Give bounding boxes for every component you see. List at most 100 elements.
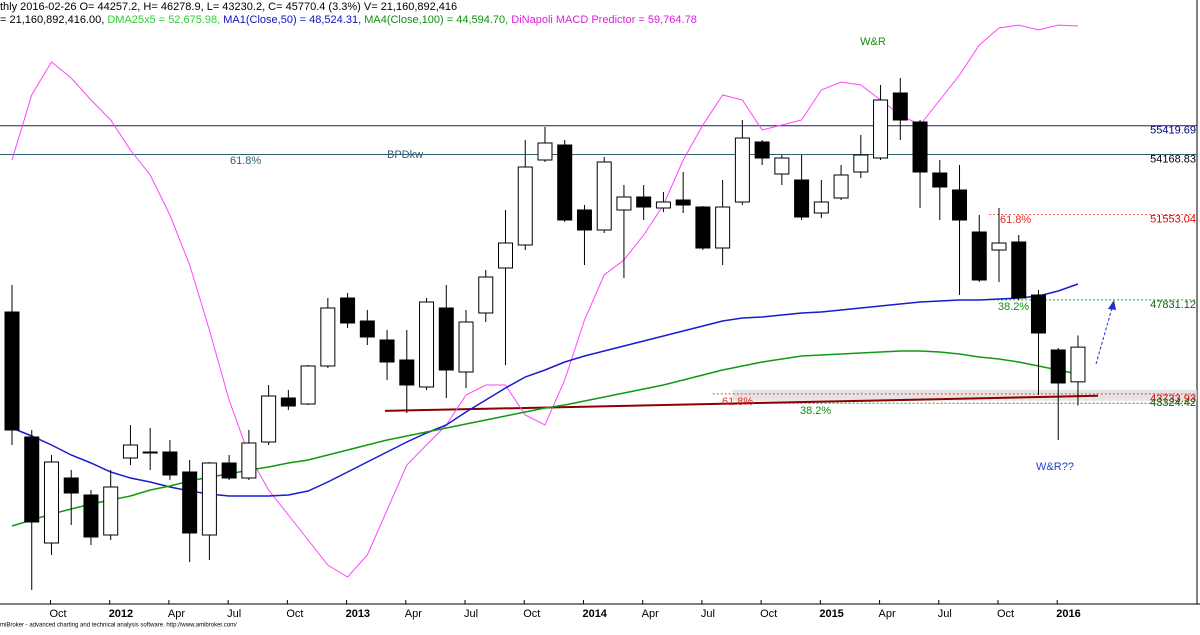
x-tick-label: Apr (168, 608, 185, 620)
candle-body (103, 486, 119, 536)
candle-body (715, 206, 731, 249)
header: thly 2016-02-26 O= 44257.2, H= 46278.9, … (0, 1, 457, 13)
candle-body (419, 301, 435, 388)
candle-body (458, 321, 474, 373)
candle-body (182, 471, 198, 534)
candle-body (83, 494, 99, 538)
x-tick-label: 2016 (1056, 608, 1080, 620)
x-tick-label: Jul (227, 608, 241, 620)
candle-body (478, 276, 494, 314)
candle-body (261, 395, 277, 443)
level-label: 51553.04 (1150, 213, 1196, 225)
candle-body (438, 307, 454, 371)
x-tick-label: Apr (642, 608, 659, 620)
legend-entry: = 21,160,892,416.00, (0, 14, 107, 26)
legend-entry: DMA25x5 = 52,675.98, (107, 14, 223, 26)
candle-body (1070, 346, 1086, 383)
candle-body (971, 231, 987, 281)
candle-body (932, 172, 948, 188)
level-label: 43733.93 (1150, 393, 1196, 405)
candle-body (616, 196, 632, 211)
candle-body (675, 199, 691, 206)
candle-body (1030, 294, 1046, 334)
candle-body (695, 206, 711, 249)
legend: = 21,160,892,416.00, DMA25x5 = 52,675.98… (0, 14, 697, 26)
x-tick-label: Oct (523, 608, 540, 620)
x-tick-label: Jul (464, 608, 478, 620)
annotation: BPDkw (387, 149, 423, 161)
x-tick-label: Oct (286, 608, 303, 620)
candle-body (912, 121, 928, 173)
x-tick-label: Apr (879, 608, 896, 620)
candle-body (873, 99, 889, 159)
candle-body (24, 436, 40, 523)
candle-body (892, 92, 908, 121)
annotation: 61.8% (230, 155, 261, 167)
legend-entry: DiNapoli MACD Predictor = 59,764.78 (511, 14, 697, 26)
candle-body (754, 141, 770, 159)
candle-body (576, 209, 592, 231)
candle-body (241, 442, 257, 479)
candle-body (142, 451, 158, 454)
x-tick-label: Oct (760, 608, 777, 620)
support-band (732, 389, 1197, 401)
x-tick-label: Oct (49, 608, 66, 620)
candle-body (399, 359, 415, 386)
candle-body (498, 242, 513, 269)
footer: miBroker - advanced charting and technic… (0, 623, 237, 629)
candle-body (991, 242, 1007, 251)
candle-body (379, 339, 395, 363)
x-tick-label: Jul (938, 608, 952, 620)
candle-body (43, 461, 59, 544)
candle-body (636, 196, 652, 208)
candle-body (557, 144, 573, 221)
candle-body (655, 201, 671, 209)
x-tick-label: 2013 (346, 608, 370, 620)
legend-entry: MA4(Close,100) = 44,594.70, (364, 14, 511, 26)
candle-body (952, 189, 968, 221)
candle-body (162, 451, 178, 476)
candle-body (774, 157, 790, 175)
annotation: 38.2% (800, 405, 831, 417)
annotation: 61.8% (1000, 214, 1031, 226)
x-tick-label: 2014 (582, 608, 607, 620)
candle-body (4, 311, 20, 431)
annotation: 38.2% (998, 301, 1029, 313)
candle-body (794, 179, 810, 218)
x-tick-label: Apr (405, 608, 422, 620)
candle-body (596, 161, 612, 231)
candle-body (63, 477, 79, 494)
candle-body (122, 444, 138, 459)
candle-body (813, 201, 829, 214)
legend-entry: MA1(Close,50) = 48,524.31, (223, 14, 364, 26)
level-label: 54168.83 (1150, 153, 1196, 165)
annotation: W&R (860, 36, 886, 48)
candle-body (201, 462, 217, 536)
x-tick-label: Jul (701, 608, 715, 620)
candle-body (734, 137, 750, 203)
candle-body (833, 174, 849, 199)
candle-body (320, 307, 336, 367)
x-tick-label: 2012 (109, 608, 133, 620)
candle-body (221, 462, 237, 479)
x-tick-label: 2015 (819, 608, 843, 620)
trend-line (384, 394, 1099, 412)
annotation: W&R?? (1036, 461, 1074, 473)
candle-body (517, 166, 533, 246)
candle-body (1050, 349, 1066, 384)
candle-body (340, 297, 356, 324)
arrow-head (1108, 300, 1116, 310)
candle-body (537, 142, 553, 161)
annotation: 61.8% (722, 396, 753, 408)
level-label: 47831.12 (1150, 299, 1196, 311)
candle-body (359, 320, 375, 338)
candle-body (1011, 241, 1027, 299)
candle-body (280, 397, 296, 407)
level-label: 55419.69 (1150, 125, 1196, 137)
candle-body (853, 154, 869, 173)
candle-body (300, 365, 316, 405)
x-tick-label: Oct (997, 608, 1014, 620)
